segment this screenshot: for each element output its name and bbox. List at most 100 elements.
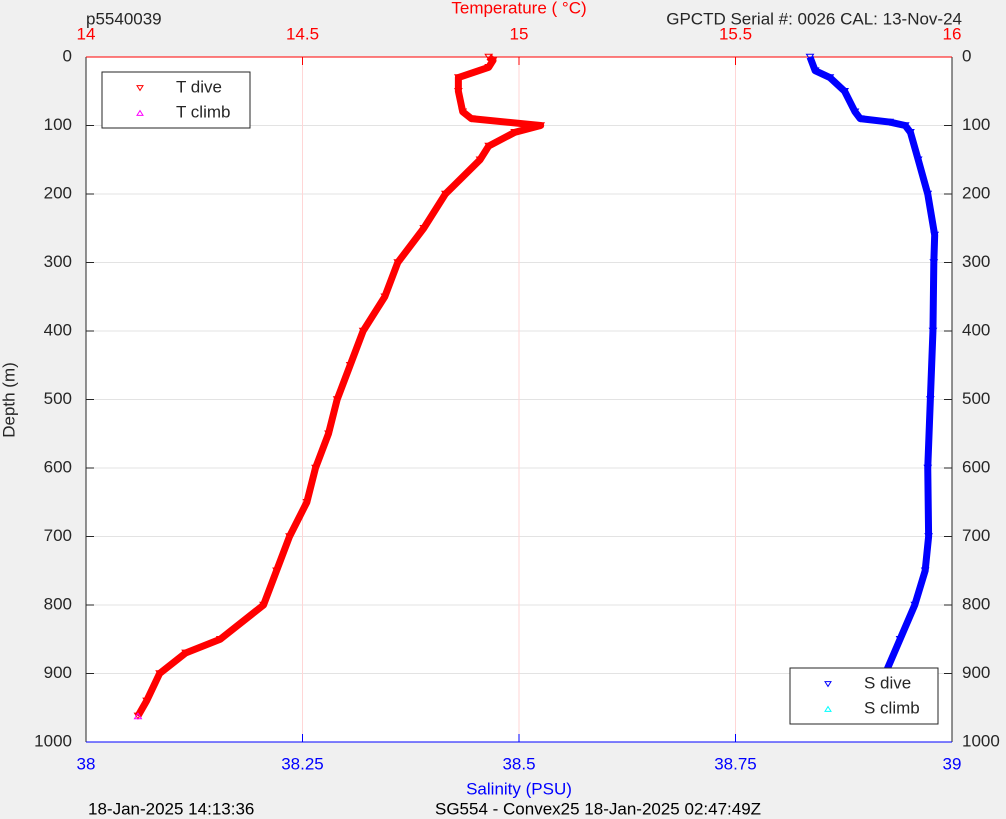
y-tick-label-right: 900 <box>962 663 990 682</box>
y-tick-label: 300 <box>44 252 72 271</box>
data-point <box>181 649 190 657</box>
data-point <box>302 498 312 506</box>
footer-left: 18-Jan-2025 14:13:36 <box>88 799 254 818</box>
legend-label: S dive <box>864 673 911 692</box>
data-point <box>805 53 815 61</box>
data-point <box>311 464 320 472</box>
legend-label: T dive <box>176 77 222 96</box>
y-tick-label: 200 <box>44 183 72 202</box>
y-tick-label: 500 <box>44 389 72 408</box>
data-point <box>475 156 485 164</box>
data-point <box>920 567 930 575</box>
footer-right: SG554 - Convex25 18-Jan-2025 02:47:49Z <box>435 799 761 818</box>
y-tick-label: 100 <box>44 115 72 134</box>
top-axis-label: Temperature ( °C) <box>451 0 586 17</box>
data-point <box>925 396 935 404</box>
y-tick-label-right: 800 <box>962 594 990 613</box>
y-tick-label: 0 <box>63 46 72 65</box>
x2-tick-label: 15.5 <box>719 24 752 43</box>
data-point <box>358 327 368 335</box>
data-point <box>855 115 865 123</box>
bottom-axis-label: Salinity (PSU) <box>466 779 572 798</box>
y-tick-label-right: 200 <box>962 183 990 202</box>
legend-marker <box>824 705 832 712</box>
y-tick-label: 700 <box>44 526 72 545</box>
x2-tick-label: 15 <box>510 24 529 43</box>
data-point <box>906 129 915 137</box>
legend-box <box>101 71 251 129</box>
legend-box <box>789 667 939 725</box>
data-point <box>259 601 268 609</box>
x-tick-label: 39 <box>943 754 962 773</box>
data-point <box>133 712 143 720</box>
data-point <box>923 464 933 472</box>
x-tick-label: 38 <box>77 754 96 773</box>
data-point <box>929 259 939 267</box>
y-tick-label-right: 700 <box>962 526 990 545</box>
data-point <box>928 327 938 335</box>
data-point <box>419 224 429 232</box>
y-tick-label: 400 <box>44 320 72 339</box>
data-point <box>930 231 940 239</box>
y-tick-label: 800 <box>44 594 72 613</box>
y-tick-label: 900 <box>44 663 72 682</box>
data-point <box>440 190 450 198</box>
legend-marker <box>136 85 144 92</box>
data-point <box>885 118 895 126</box>
data-point <box>895 635 905 643</box>
data-point <box>536 122 546 130</box>
y-tick-label-right: 400 <box>962 320 990 339</box>
y-tick-label-right: 500 <box>962 389 990 408</box>
profile-line <box>134 54 545 718</box>
data-point <box>850 108 860 116</box>
y-tick-label-right: 0 <box>962 46 971 65</box>
data-point <box>393 259 403 267</box>
y-axis-label: Depth (m) <box>0 362 18 438</box>
data-point <box>324 430 333 438</box>
data-point <box>840 87 850 95</box>
data-point <box>345 361 355 369</box>
x-tick-label: 38.75 <box>714 754 757 773</box>
data-point <box>825 74 835 82</box>
legend-marker <box>136 109 144 116</box>
x2-tick-label: 14 <box>77 24 96 43</box>
data-point <box>510 129 520 137</box>
legend-label: T climb <box>176 102 230 121</box>
data-point <box>155 670 165 678</box>
data-point <box>900 122 910 130</box>
data-point <box>923 190 933 198</box>
chart-subtitle: GPCTD Serial #: 0026 CAL: 13-Nov-24 <box>666 9 962 28</box>
data-point <box>488 57 498 65</box>
y-tick-label-right: 300 <box>962 252 990 271</box>
data-point <box>453 74 463 82</box>
x-tick-label: 38.5 <box>502 754 535 773</box>
profile-line <box>806 55 939 717</box>
y-tick-label: 600 <box>44 457 72 476</box>
x-tick-label: 38.25 <box>281 754 324 773</box>
y-tick-label-right: 100 <box>962 115 990 134</box>
data-point <box>453 87 463 95</box>
x2-tick-label: 14.5 <box>286 24 319 43</box>
data-point <box>142 697 152 705</box>
data-point <box>484 142 494 150</box>
data-point <box>272 567 281 575</box>
data-point <box>215 635 225 643</box>
data-point <box>910 601 920 609</box>
x2-tick-label: 16 <box>943 24 962 43</box>
data-point <box>924 533 934 541</box>
y-tick-label-right: 600 <box>962 457 990 476</box>
y-tick-label-right: 1000 <box>962 731 1000 750</box>
y-tick-label: 1000 <box>34 731 72 750</box>
legend-marker <box>824 681 832 688</box>
legend-label: S climb <box>864 698 920 717</box>
data-point <box>380 293 390 301</box>
data-point <box>458 108 468 116</box>
chart-title: p5540039 <box>86 9 162 28</box>
data-point <box>913 156 923 164</box>
data-point <box>466 115 476 123</box>
data-point <box>484 63 494 72</box>
data-point <box>484 53 494 61</box>
data-point <box>332 396 342 404</box>
